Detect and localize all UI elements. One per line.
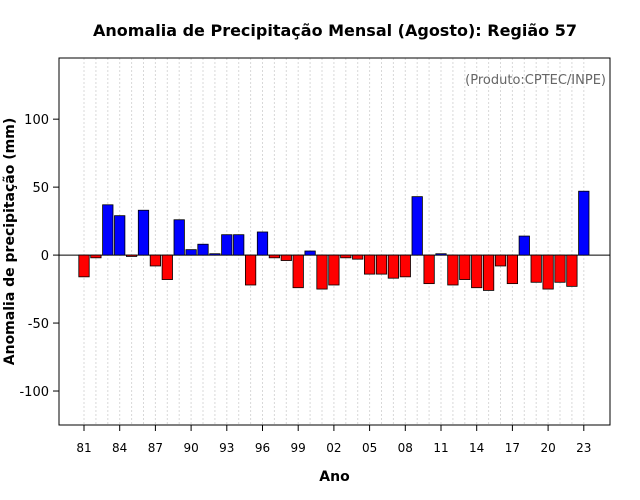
bar-2019 [530,254,542,283]
bars [78,190,590,291]
bar-1991 [197,243,209,256]
bar-1987 [149,254,161,267]
grid-lines [83,58,585,425]
x-tick-label: 17 [505,441,520,455]
bar-2023 [578,190,590,256]
x-tick-label: 99 [291,441,306,455]
bar-2000 [304,250,316,256]
plot-frame [58,57,611,426]
bar-2021 [554,254,566,283]
bar-2006 [375,254,388,275]
x-tick-label: 81 [76,441,91,455]
x-tick-label: 90 [183,441,198,455]
bar-2002 [328,254,340,286]
bar-1994 [233,234,245,256]
bar-1985 [126,254,138,257]
bar-2009 [411,196,423,256]
bar-2005 [363,254,376,275]
x-tick-label: 02 [326,441,341,455]
x-tick-label: 08 [398,441,413,455]
y-tick-label: -50 [28,317,49,332]
bar-2011 [435,253,447,256]
bar-2017 [506,254,519,285]
bar-1981 [78,254,90,278]
y-axis-title: Anomalia de precipitação (mm) [2,118,18,365]
bar-1989 [173,219,185,256]
x-tick-label: 05 [362,441,377,455]
bar-2001 [316,254,328,290]
bar-2022 [566,254,578,287]
bar-1996 [256,231,269,256]
bar-1993 [221,234,233,256]
source-label: (Produto:CPTEC/INPE) [465,73,606,88]
bar-2004 [352,254,364,260]
bar-1984 [114,215,126,256]
x-tick-label: 20 [540,441,555,455]
x-tick-label: 11 [433,441,448,455]
bar-1997 [268,254,281,259]
x-tick-label: 87 [148,441,163,455]
x-tick-label: 23 [576,441,591,455]
bar-2007 [387,254,400,279]
x-axis-title: Ano [319,469,350,485]
x-tick-label: 14 [469,441,484,455]
bar-2016 [494,254,507,267]
y-axis: -100 -50 0 50 100 [19,113,59,400]
bar-1990 [185,249,197,256]
x-tick-label: 84 [112,441,127,455]
bar-2015 [482,254,495,291]
bar-2010 [423,254,435,285]
bar-1982 [90,254,102,259]
bar-2020 [542,254,554,290]
bar-1998 [280,254,292,261]
bar-2018 [518,235,530,256]
bar-1995 [244,254,257,286]
x-tick-label: 96 [255,441,270,455]
bar-2008 [399,254,411,278]
y-tick-label: 100 [24,113,49,128]
y-tick-label: 50 [32,181,49,196]
bar-1983 [102,204,114,256]
y-tick-label: 0 [41,249,49,264]
x-axis: 81 84 87 90 93 96 99 02 05 08 11 14 17 20 23 [76,425,591,455]
bar-2013 [459,254,471,280]
x-tick-label: 93 [219,441,234,455]
bar-2003 [340,254,352,259]
y-tick-label: -100 [19,385,49,400]
chart-title: Anomalia de Precipitação Mensal (Agosto)… [93,21,577,40]
bar-1986 [137,209,150,256]
bar-1992 [209,253,221,256]
bar-2012 [447,254,459,286]
bar-1988 [161,254,173,280]
bar-2014 [471,254,483,289]
bar-1999 [292,254,304,289]
